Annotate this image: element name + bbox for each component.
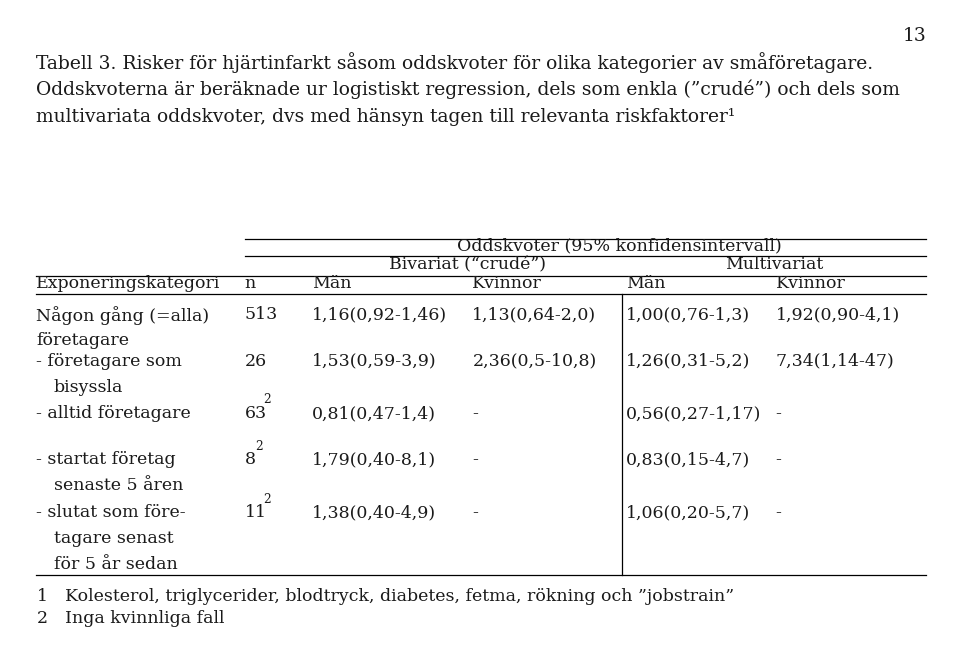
- Text: senaste 5 åren: senaste 5 åren: [54, 477, 183, 494]
- Text: 1,26(0,31-5,2): 1,26(0,31-5,2): [626, 353, 751, 370]
- Text: 8: 8: [245, 451, 255, 468]
- Text: Någon gång (=alla): Någon gång (=alla): [36, 306, 209, 325]
- Text: 1,38(0,40-4,9): 1,38(0,40-4,9): [312, 504, 436, 521]
- Text: Bivariat (“crudé”): Bivariat (“crudé”): [389, 256, 545, 273]
- Text: -: -: [472, 504, 478, 521]
- Text: företagare: företagare: [36, 332, 130, 349]
- Text: 7,34(1,14-47): 7,34(1,14-47): [776, 353, 895, 370]
- Text: 13: 13: [902, 27, 926, 45]
- Text: 513: 513: [245, 306, 278, 323]
- Text: -: -: [776, 504, 781, 521]
- Text: - slutat som före-: - slutat som före-: [36, 504, 186, 521]
- Text: 1,92(0,90-4,1): 1,92(0,90-4,1): [776, 306, 900, 323]
- Text: Kvinnor: Kvinnor: [472, 275, 542, 292]
- Text: Tabell 3. Risker för hjärtinfarkt såsom oddskvoter för olika kategorier av småfö: Tabell 3. Risker för hjärtinfarkt såsom …: [36, 52, 874, 72]
- Text: - startat företag: - startat företag: [36, 451, 176, 468]
- Text: 2: 2: [263, 493, 271, 506]
- Text: bisyssla: bisyssla: [54, 379, 123, 395]
- Text: för 5 år sedan: för 5 år sedan: [54, 556, 178, 573]
- Text: 1,53(0,59-3,9): 1,53(0,59-3,9): [312, 353, 437, 370]
- Text: 0,81(0,47-1,4): 0,81(0,47-1,4): [312, 405, 436, 422]
- Text: 63: 63: [245, 405, 267, 422]
- Text: -: -: [776, 405, 781, 422]
- Text: -: -: [472, 451, 478, 468]
- Text: 26: 26: [245, 353, 267, 370]
- Text: 0,56(0,27-1,17): 0,56(0,27-1,17): [626, 405, 761, 422]
- Text: 2: 2: [255, 440, 263, 453]
- Text: 1,13(0,64-2,0): 1,13(0,64-2,0): [472, 306, 596, 323]
- Text: n: n: [245, 275, 256, 292]
- Text: Kvinnor: Kvinnor: [776, 275, 846, 292]
- Text: 1,79(0,40-8,1): 1,79(0,40-8,1): [312, 451, 436, 468]
- Text: multivariata oddskvoter, dvs med hänsyn tagen till relevanta riskfaktorer¹: multivariata oddskvoter, dvs med hänsyn …: [36, 108, 735, 126]
- Text: 2: 2: [36, 610, 48, 626]
- Text: Inga kvinnliga fall: Inga kvinnliga fall: [65, 610, 225, 626]
- Text: 1,06(0,20-5,7): 1,06(0,20-5,7): [626, 504, 750, 521]
- Text: Män: Män: [312, 275, 351, 292]
- Text: Exponeringskategori: Exponeringskategori: [36, 275, 221, 292]
- Text: Multivariat: Multivariat: [725, 256, 824, 273]
- Text: 0,83(0,15-4,7): 0,83(0,15-4,7): [626, 451, 750, 468]
- Text: Män: Män: [626, 275, 665, 292]
- Text: 2,36(0,5-10,8): 2,36(0,5-10,8): [472, 353, 596, 370]
- Text: Oddskvoterna är beräknade ur logistiskt regression, dels som enkla (”crudé”) och: Oddskvoterna är beräknade ur logistiskt …: [36, 80, 900, 99]
- Text: 11: 11: [245, 504, 267, 521]
- Text: tagare senast: tagare senast: [54, 530, 174, 547]
- Text: Kolesterol, triglycerider, blodtryck, diabetes, fetma, rökning och ”jobstrain”: Kolesterol, triglycerider, blodtryck, di…: [65, 588, 734, 605]
- Text: -: -: [472, 405, 478, 422]
- Text: Oddskvoter (95% konfidensintervall): Oddskvoter (95% konfidensintervall): [457, 237, 781, 254]
- Text: -: -: [776, 451, 781, 468]
- Text: 2: 2: [263, 393, 271, 406]
- Text: - företagare som: - företagare som: [36, 353, 182, 370]
- Text: - alltid företagare: - alltid företagare: [36, 405, 191, 422]
- Text: 1,00(0,76-1,3): 1,00(0,76-1,3): [626, 306, 750, 323]
- Text: 1: 1: [36, 588, 47, 605]
- Text: 1,16(0,92-1,46): 1,16(0,92-1,46): [312, 306, 447, 323]
